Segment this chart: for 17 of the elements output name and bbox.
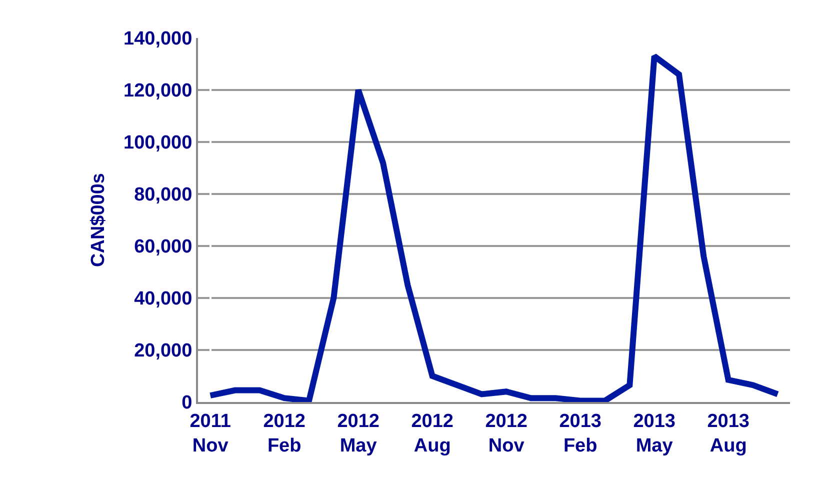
y-tick-label: 120,000: [124, 80, 192, 102]
y-tick-label: 20,000: [134, 340, 192, 362]
x-tick-label: 2012 Aug: [411, 410, 454, 456]
x-tick-label: 2011 Nov: [190, 410, 232, 456]
x-tick-label: 2013 Aug: [707, 410, 750, 456]
x-tick-label: 2012 Nov: [485, 410, 528, 456]
y-tick-label: 0: [182, 392, 192, 414]
y-tick-label: 80,000: [134, 184, 192, 206]
y-tick-label: 140,000: [124, 28, 192, 50]
x-tick-label: 2012 Feb: [263, 410, 306, 456]
y-tick-label: 40,000: [134, 288, 192, 310]
x-tick-label: 2013 May: [633, 410, 676, 456]
y-axis-title: CAN$000s: [88, 173, 109, 267]
y-tick-label: 100,000: [124, 132, 192, 154]
y-tick-label: 60,000: [134, 236, 192, 258]
x-tick-label: 2013 Feb: [559, 410, 602, 456]
x-tick-label: 2012 May: [337, 410, 380, 456]
